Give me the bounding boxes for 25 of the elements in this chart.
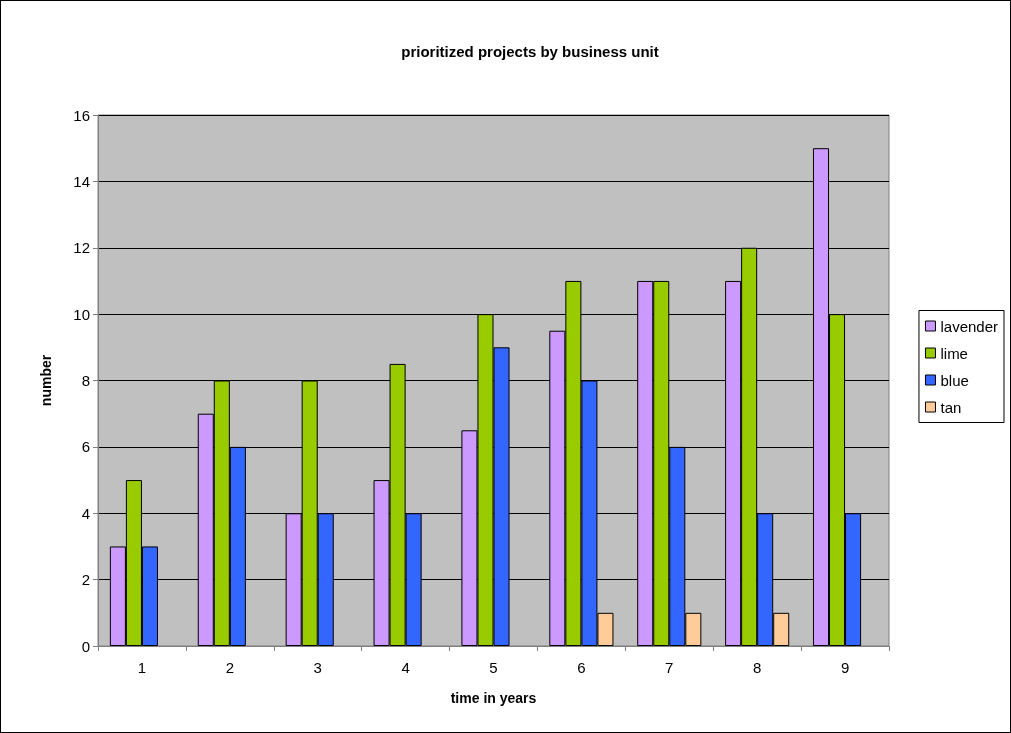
- y-tick-label: 2: [81, 571, 90, 589]
- y-axis-title: number: [38, 354, 54, 407]
- y-tick-label: 16: [73, 106, 90, 124]
- x-tick-label: 3: [313, 659, 322, 676]
- chart-title: prioritized projects by business unit: [401, 43, 659, 60]
- x-tick-label: 5: [489, 659, 498, 676]
- x-tick-label: 8: [752, 659, 762, 676]
- x-tick-label: 1: [137, 659, 147, 676]
- legend-label: lavender: [940, 317, 999, 335]
- x-tick-label: 9: [840, 659, 850, 676]
- y-tick-label: 10: [73, 305, 90, 323]
- legend-label: tan: [940, 398, 962, 416]
- x-tick-label: 6: [577, 659, 586, 676]
- y-tick-label: 12: [73, 239, 90, 257]
- y-tick-label: 8: [81, 372, 90, 389]
- y-tick-label: 6: [81, 438, 90, 456]
- x-axis-title: time in years: [450, 690, 537, 706]
- x-tick-label: 4: [401, 659, 410, 676]
- x-tick-label: 7: [665, 659, 674, 676]
- y-tick-label: 14: [73, 172, 90, 190]
- y-tick-label: 4: [81, 504, 90, 522]
- legend-label: lime: [940, 344, 968, 362]
- x-tick-label: 2: [225, 659, 235, 676]
- legend-label: blue: [940, 371, 969, 389]
- y-tick-label: 0: [81, 637, 90, 655]
